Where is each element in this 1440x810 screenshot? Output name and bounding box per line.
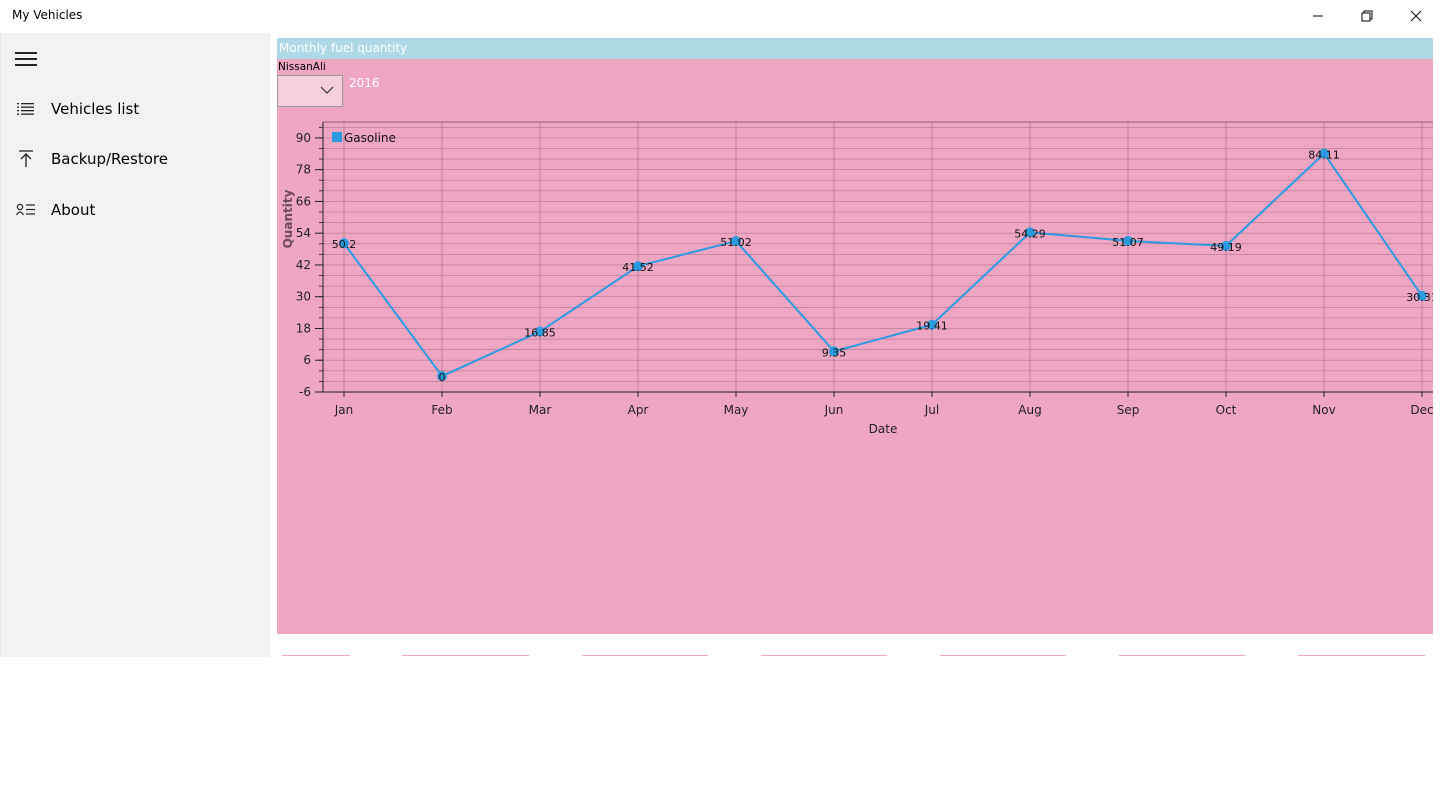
data-point	[339, 238, 349, 249]
data-label: 41.52	[622, 261, 654, 274]
window-title: My Vehicles	[12, 8, 83, 22]
x-tick-label: Dec	[1410, 403, 1433, 417]
nav-item-label: Vehicles list	[51, 100, 140, 118]
data-point	[1417, 290, 1427, 301]
x-tick-label: Jan	[334, 403, 354, 417]
data-label: 54.29	[1014, 227, 1046, 240]
x-tick-label: Sep	[1117, 403, 1140, 417]
x-tick-label: Jul	[924, 403, 939, 417]
x-tick-label: Apr	[628, 403, 649, 417]
list-icon	[15, 99, 37, 119]
nav-item-label: Backup/Restore	[51, 150, 168, 168]
data-label: 49.19	[1210, 241, 1242, 254]
separator	[940, 655, 1066, 656]
y-tick-label: 6	[303, 353, 311, 367]
legend-label: Gasoline	[344, 131, 396, 145]
separator	[282, 655, 350, 656]
y-tick-label: 90	[296, 131, 311, 145]
nav-item-backup-restore[interactable]: Backup/Restore	[1, 139, 271, 179]
data-point	[535, 326, 545, 337]
upload-icon	[15, 149, 37, 169]
y-tick-label: 42	[296, 258, 311, 272]
fuel-quantity-chart: -6 6 18 30 42 54 66 78 90 Jan Feb Mar Apr May Jun Jul Au…	[281, 121, 1433, 436]
data-point	[437, 371, 447, 382]
data-point	[829, 346, 839, 357]
data-label: 84.11	[1308, 148, 1340, 161]
minimize-icon	[1313, 15, 1323, 17]
year-dropdown[interactable]	[277, 75, 343, 107]
y-tick-label: 66	[296, 194, 311, 208]
x-tick-label: Oct	[1216, 403, 1237, 417]
separator	[761, 655, 887, 656]
data-label: 16.85	[524, 327, 556, 340]
hamburger-menu-icon[interactable]	[15, 51, 37, 67]
data-point	[1319, 148, 1329, 159]
data-point	[1221, 240, 1231, 251]
title-bar: My Vehicles	[0, 0, 1440, 32]
x-tick-label: May	[724, 403, 749, 417]
nav-item-vehicles-list[interactable]: Vehicles list	[1, 89, 271, 129]
data-point	[633, 261, 643, 272]
close-button[interactable]	[1392, 0, 1440, 32]
page-title: Monthly fuel quantity	[279, 41, 408, 55]
chevron-down-icon	[320, 86, 334, 94]
vehicle-name: NissanAli	[278, 61, 326, 73]
y-tick-label: 18	[296, 321, 311, 335]
data-label: 30.31	[1406, 291, 1433, 304]
data-label: 0	[439, 371, 446, 384]
y-tick-label: -6	[299, 385, 311, 399]
separator	[1119, 655, 1245, 656]
data-point	[731, 236, 741, 247]
page-header: Monthly fuel quantity	[277, 38, 1433, 59]
close-icon	[1410, 10, 1422, 22]
minimize-button[interactable]	[1294, 0, 1342, 32]
data-point	[927, 319, 937, 330]
x-tick-label: Mar	[529, 403, 552, 417]
x-tick-label: Nov	[1312, 403, 1335, 417]
y-axis-title: Quantity	[281, 189, 295, 248]
x-tick-label: Jun	[824, 403, 844, 417]
data-label: 9.35	[822, 346, 847, 359]
restore-button[interactable]	[1343, 0, 1391, 32]
data-point	[1025, 227, 1035, 238]
data-label: 51.02	[720, 236, 752, 249]
y-tick-label: 30	[296, 290, 311, 304]
x-tick-label: Aug	[1018, 403, 1041, 417]
y-tick-label: 78	[296, 163, 311, 177]
data-point	[1123, 235, 1133, 246]
series-line	[343, 151, 1423, 378]
data-label: 51.07	[1112, 236, 1144, 249]
x-axis-title: Date	[869, 422, 898, 436]
selected-year: 2016	[349, 76, 380, 90]
separator	[1298, 655, 1425, 656]
navigation-pane: Vehicles list Backup/Restore About	[0, 33, 270, 657]
restore-icon	[1361, 10, 1373, 22]
nav-item-label: About	[51, 201, 96, 219]
data-label: 19.41	[916, 320, 948, 333]
legend-swatch	[332, 132, 342, 142]
x-tick-label: Feb	[431, 403, 452, 417]
separator	[582, 655, 708, 656]
data-label: 50.2	[332, 238, 357, 251]
separator	[402, 655, 529, 656]
nav-item-about[interactable]: About	[1, 190, 271, 230]
chart-page: Monthly fuel quantity NissanAli 2016 -6 6…	[277, 38, 1433, 634]
contact-card-icon	[15, 200, 37, 220]
y-tick-label: 54	[296, 226, 311, 240]
